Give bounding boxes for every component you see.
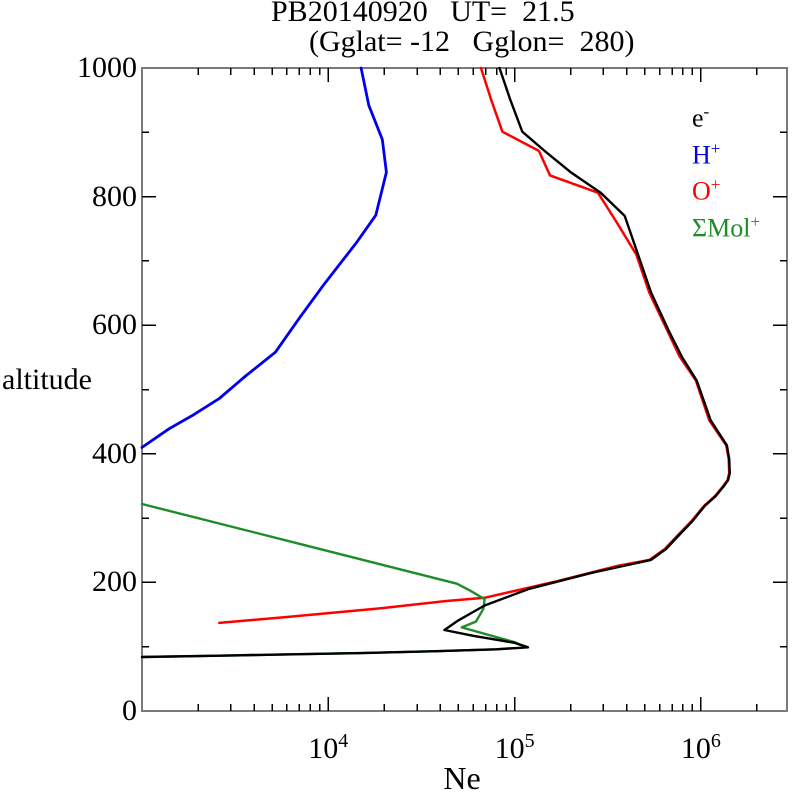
legend-item-h-plus: H+ — [692, 138, 721, 170]
y-tick-label: 400 — [92, 436, 137, 470]
y-tick-label: 600 — [92, 308, 137, 342]
x-tick-label: 106 — [680, 730, 721, 765]
x-tick-label: 104 — [308, 730, 349, 765]
y-tick-label: 800 — [92, 179, 137, 213]
chart-subtitle: (Gglat= -12 Gglon= 280) — [309, 25, 635, 58]
y-tick-label: 0 — [122, 694, 137, 727]
legend-item-electron: e- — [692, 102, 710, 133]
plot-frame — [141, 67, 788, 712]
legend-item-o-plus: O+ — [692, 175, 721, 206]
y-tick-label: 1000 — [77, 51, 137, 84]
chart-title: PB20140920 UT= 21.5 — [271, 0, 575, 28]
series-o-plus-curve — [218, 66, 731, 625]
legend: e- H+ O+ ΣMol+ — [692, 97, 760, 244]
y-tick-label: 200 — [92, 565, 137, 599]
y-axis-label: altitude — [2, 363, 92, 396]
x-tick-label: 105 — [494, 730, 535, 765]
legend-item-mol-plus: ΣMol+ — [692, 211, 761, 243]
x-axis-label: Ne — [443, 760, 481, 796]
axis-ticks — [142, 68, 787, 711]
series-h-plus-curve — [140, 66, 388, 449]
series-electron-curve — [140, 66, 731, 659]
